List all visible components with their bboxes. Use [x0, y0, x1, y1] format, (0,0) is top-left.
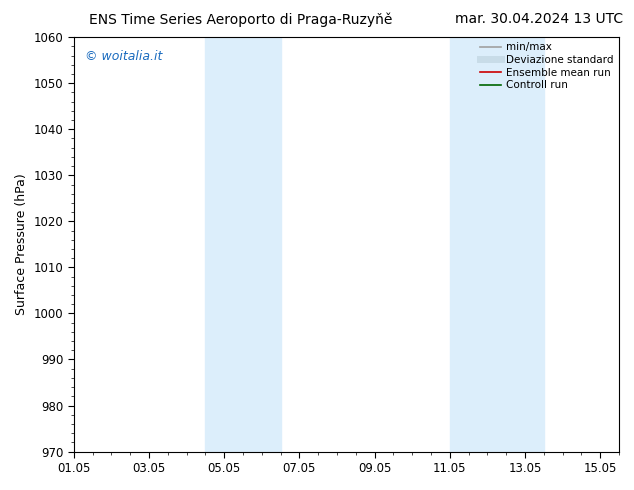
Text: © woitalia.it: © woitalia.it	[84, 49, 162, 63]
Text: ENS Time Series Aeroporto di Praga-Ruzyňě: ENS Time Series Aeroporto di Praga-Ruzyň…	[89, 12, 392, 27]
Bar	[205, 37, 281, 452]
Y-axis label: Surface Pressure (hPa): Surface Pressure (hPa)	[15, 173, 28, 315]
Text: mar. 30.04.2024 13 UTC: mar. 30.04.2024 13 UTC	[455, 12, 623, 26]
Legend: min/max, Deviazione standard, Ensemble mean run, Controll run: min/max, Deviazione standard, Ensemble m…	[478, 40, 616, 92]
Bar	[450, 37, 544, 452]
